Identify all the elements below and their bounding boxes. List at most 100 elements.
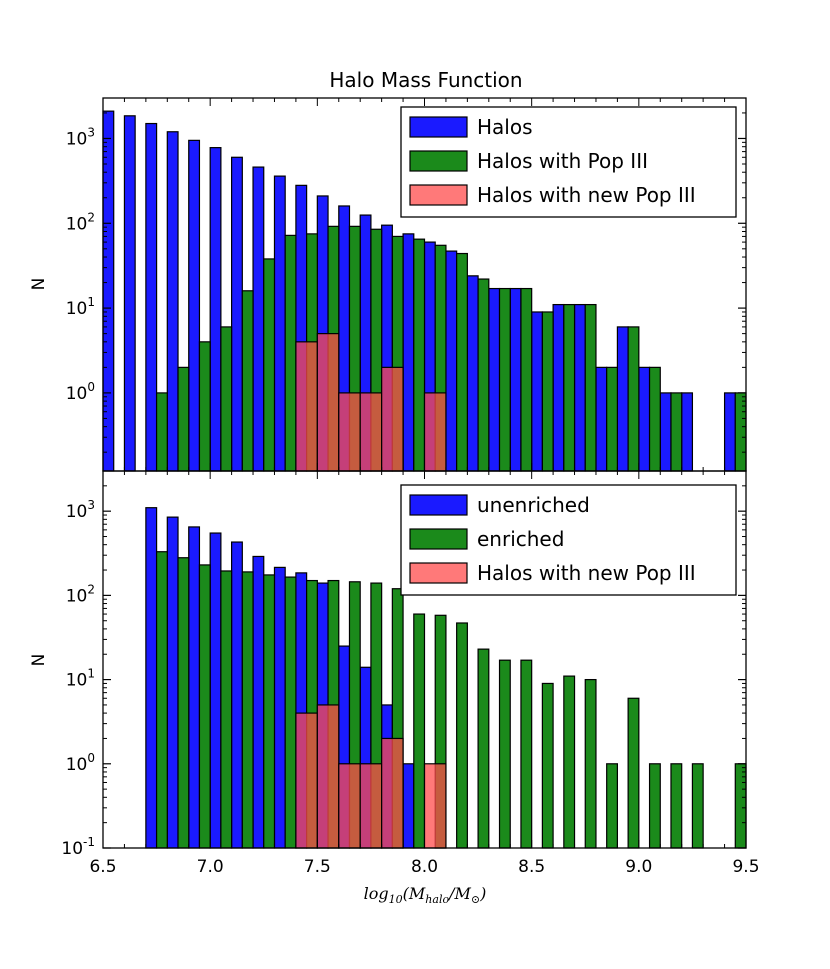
enriched-bar [477,648,490,849]
halos-with-new-pop-iii-bar [381,366,404,472]
halos-bar [681,392,694,472]
y-tick-label: 100 [66,751,95,775]
y-tick-label: 102 [66,582,95,606]
enriched-bar [520,659,533,849]
top-y-ticks: 100 101 102 103 [66,112,746,453]
enriched-bar [541,682,554,849]
x-tick-label: 8.0 [411,857,438,877]
y-tick-label: 101 [66,295,95,319]
enriched-bar [155,551,168,849]
bottom-x-ticks: 6.5 7.0 7.5 8.0 8.5 9.0 9.5 [89,471,760,877]
enriched-bar [606,763,618,849]
unenriched-bar [145,507,158,849]
halos-bar [638,366,651,472]
halos-bar [488,287,501,472]
x-tick-label: 8.5 [518,857,545,877]
top-x-ticks [102,98,747,471]
halos-with-new-pop-iii-bar [359,392,383,472]
halos-with-pop-iii-bar [477,278,490,472]
halos-legend-label: Halos [477,115,533,139]
y-tick-label: 103 [66,125,95,149]
halos-with-new-pop-iii-bar [295,712,318,849]
enriched-bar [263,574,276,849]
x-tick-label: 7.0 [197,857,224,877]
halos-bar [252,166,265,472]
halos-with-pop-iii-bar [220,326,233,472]
x-tick-label: 7.5 [304,857,331,877]
top-legend: Halos Halos with Pop III Halos with new Po… [400,106,737,218]
halos-bar [723,392,736,472]
halos-bar [209,147,222,472]
halos-with-pop-iii-bar [155,392,168,472]
unenriched-bar [209,532,222,849]
halos-bar [573,303,586,472]
halos-with-new-pop-iii-legend-swatch [409,562,468,584]
halos-with-new-pop-iii-bar [316,333,340,472]
y-tick-label: 100 [66,380,95,404]
halos-bar [531,311,543,472]
bottom-legend: unenriched enriched Halos with new Pop III [400,484,737,596]
halos-with-pop-iii-legend-swatch [409,150,468,172]
halos-bar [273,175,286,472]
halos-bar [102,110,115,472]
unenriched-legend-label: unenriched [477,493,590,517]
enriched-bar [563,675,576,849]
halos-with-pop-iii-bar [177,366,190,472]
halos-with-pop-iii-bar [584,303,597,472]
halos-with-new-pop-iii-legend-swatch [409,184,468,206]
unenriched-bar [231,541,243,849]
unenriched-bar [188,526,201,849]
bottom-plot-frame [102,470,747,849]
halos-with-pop-iii-bar [627,326,640,472]
bottom-y-ticks: 10-1 100 101 102 103 [61,485,746,859]
enriched-bar [627,697,640,849]
x-tick-label: 9.0 [625,857,652,877]
unenriched-bar [402,763,415,849]
halos-with-new-pop-iii-bar [338,392,361,472]
halos-bar [188,139,201,472]
halos-with-new-pop-iii-bar [381,737,404,849]
halos-with-pop-iii-bar [413,238,426,472]
bottom-bars [145,507,747,849]
enriched-bar [670,763,683,849]
halos-with-pop-iii-bar [541,311,554,472]
x-tick-label: 6.5 [89,857,116,877]
y-tick-label: 103 [66,498,95,522]
enriched-bar [498,659,511,849]
unenriched-bar [166,516,179,849]
halos-with-new-pop-iii-legend-label: Halos with new Pop III [477,183,696,207]
halos-with-pop-iii-bar [498,287,511,472]
y-tick-label: 10-1 [61,835,95,859]
halos-with-pop-iii-bar [263,258,276,472]
halos-bar [402,233,415,472]
halos-bar [466,275,479,472]
halos-with-pop-iii-bar [456,252,468,472]
enriched-bar [456,622,468,849]
unenriched-legend-swatch [409,494,468,516]
halos-with-new-pop-iii-bar [338,763,361,849]
enriched-bar [691,763,704,849]
halos-with-pop-iii-bar [520,287,533,472]
enriched-bar [413,613,426,849]
enriched-bar [220,570,233,849]
halos-bar [595,366,608,472]
halos-legend-swatch [409,116,468,138]
halos-bar [445,250,458,472]
halos-with-new-pop-iii-bar [423,763,447,849]
enriched-bar [198,564,211,849]
halos-with-pop-iii-bar [606,366,618,472]
halos-bar [123,115,136,472]
unenriched-bar [252,555,265,849]
bottom-y-axis-label: N [29,654,49,667]
halos-with-pop-iii-bar [734,392,747,472]
y-tick-label: 101 [66,667,95,691]
halos-with-pop-iii-bar [241,290,254,472]
halos-bar [659,392,672,472]
halos-with-pop-iii-bar [563,303,576,472]
enriched-bar [177,557,190,849]
halos-with-pop-iii-legend-label: Halos with Pop III [477,149,648,173]
x-tick-label: 9.5 [732,857,759,877]
halos-bar [552,303,565,472]
